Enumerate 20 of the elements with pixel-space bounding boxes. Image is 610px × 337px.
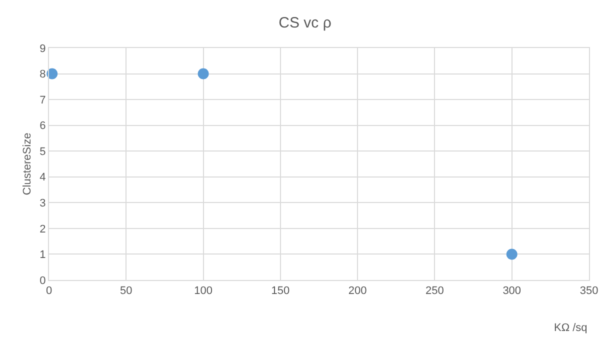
y-tick-label: 9 [40, 42, 46, 55]
y-axis-title: ClustereSize [21, 132, 34, 196]
y-tick-label: 5 [40, 146, 46, 158]
x-tick-label: 200 [348, 285, 367, 298]
y-tick-label: 6 [40, 120, 46, 132]
y-tick-label: 8 [40, 68, 46, 81]
y-tick-label: 1 [40, 249, 46, 262]
chart-title: CS vc ρ [278, 14, 332, 32]
y-tick-label: 3 [40, 198, 46, 210]
x-tick-label: 150 [271, 285, 290, 298]
x-tick-label: 250 [426, 285, 444, 298]
x-axis-title: KΩ /sq [554, 322, 588, 334]
x-tick-label: 300 [502, 285, 522, 298]
x-tick-label: 350 [580, 285, 598, 298]
y-tick-label: 7 [40, 94, 46, 106]
y-tick-label: 4 [40, 172, 46, 184]
x-tick-label: 50 [120, 285, 132, 298]
y-tick-label: 2 [40, 223, 46, 236]
x-tick-label: 100 [194, 285, 212, 298]
y-tick-label: 0 [40, 274, 46, 287]
